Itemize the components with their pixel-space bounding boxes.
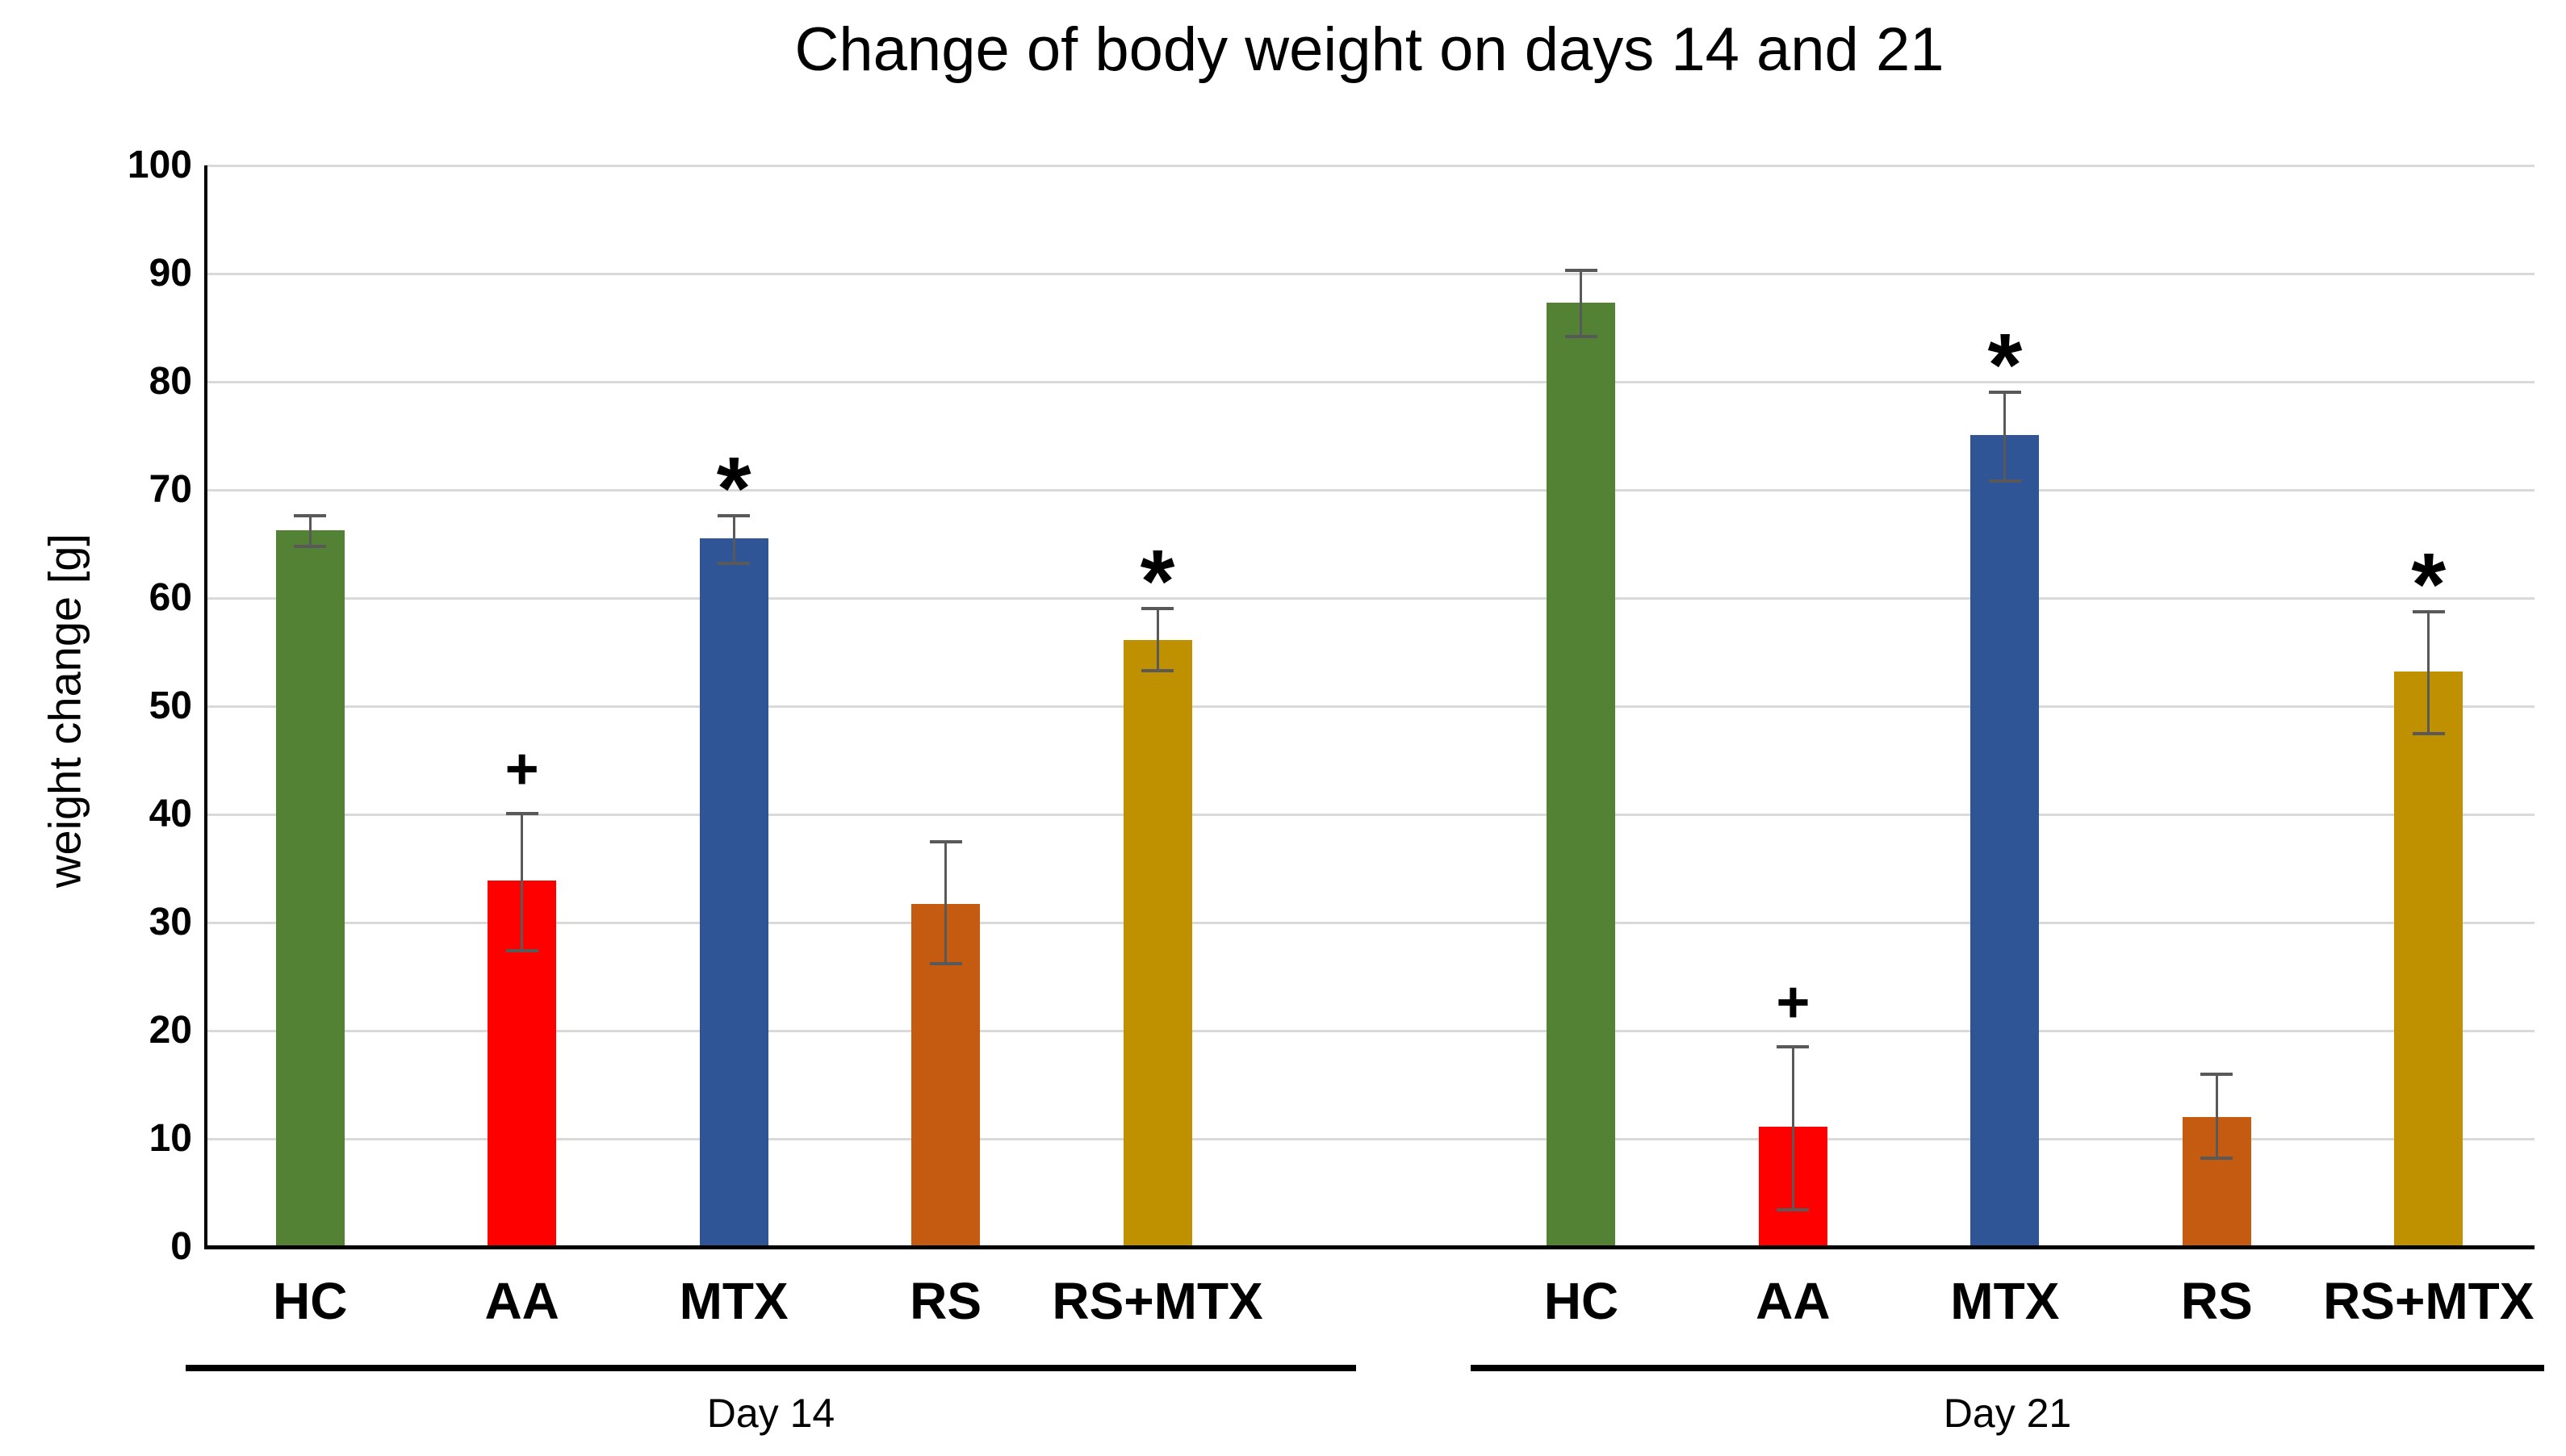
x-category-label-hc: HC [273, 1272, 348, 1330]
error-bar [308, 516, 312, 546]
error-bar-cap-top [1564, 268, 1597, 272]
error-bar-cap-top [2200, 1072, 2233, 1076]
significance-marker-star: * [1987, 316, 2023, 416]
error-bar-cap-bottom [2412, 731, 2445, 735]
error-bar [2003, 392, 2007, 482]
error-bar-cap-top [929, 839, 962, 843]
gridline-80 [204, 380, 2535, 383]
error-bar-cap-top [1141, 607, 1174, 611]
gridline-10 [204, 1137, 2535, 1140]
x-category-label-aa: AA [1756, 1272, 1831, 1330]
significance-marker-plus: + [1776, 970, 1810, 1036]
error-bar-cap-bottom [929, 961, 962, 965]
gridline-20 [204, 1029, 2535, 1032]
error-bar-cap-bottom [1141, 668, 1174, 672]
error-bar-cap-top [1988, 391, 2021, 395]
x-category-label-rs-mtx: RS+MTX [1052, 1272, 1263, 1330]
y-tick-label-90: 90 [149, 252, 192, 295]
bar-mtx-day-14 [699, 538, 768, 1247]
x-axis-line [204, 1245, 2535, 1249]
significance-marker-star: * [716, 439, 751, 539]
gridline-40 [204, 813, 2535, 816]
bar-rs-mtx-day-14 [1123, 640, 1192, 1247]
significance-marker-star: * [2411, 535, 2447, 635]
error-bar-cap-bottom [1777, 1208, 1810, 1212]
group-underline-day-21 [1471, 1365, 2544, 1371]
y-tick-label-40: 40 [149, 793, 192, 835]
error-bar [1156, 609, 1159, 671]
x-category-label-rs-mtx: RS+MTX [2323, 1272, 2535, 1330]
significance-marker-star: * [1140, 532, 1175, 632]
error-bar-cap-top [294, 514, 327, 518]
gridline-100 [204, 164, 2535, 167]
error-bar [732, 516, 735, 564]
error-bar [2215, 1073, 2218, 1159]
group-label-day-14: Day 14 [706, 1391, 835, 1436]
error-bar [1791, 1047, 1794, 1211]
x-category-label-mtx: MTX [1950, 1272, 2060, 1330]
error-bar [944, 841, 948, 964]
y-tick-label-60: 60 [149, 576, 192, 619]
chart-title: Change of body weight on days 14 and 21 [794, 15, 1944, 84]
error-bar [521, 813, 524, 951]
y-tick-label-80: 80 [149, 360, 192, 403]
group-label-day-21: Day 21 [1943, 1391, 2072, 1436]
error-bar [2427, 612, 2430, 734]
error-bar-cap-top [2412, 610, 2445, 614]
error-bar-cap-bottom [2200, 1157, 2233, 1161]
gridline-30 [204, 921, 2535, 924]
error-bar-cap-top [1777, 1045, 1810, 1049]
x-category-label-hc: HC [1543, 1272, 1619, 1330]
gridline-70 [204, 488, 2535, 492]
gridline-90 [204, 272, 2535, 275]
x-category-label-rs: RS [2180, 1272, 2253, 1330]
y-tick-label-10: 10 [149, 1117, 192, 1160]
error-bar-cap-top [505, 811, 538, 815]
significance-marker-plus: + [504, 736, 539, 801]
gridline-60 [204, 596, 2535, 600]
x-category-label-mtx: MTX [679, 1272, 789, 1330]
x-category-label-aa: AA [484, 1272, 559, 1330]
y-tick-label-30: 30 [149, 901, 192, 943]
error-bar-cap-top [718, 514, 751, 518]
bar-mtx-day-21 [1970, 434, 2040, 1247]
y-tick-label-100: 100 [127, 144, 192, 186]
bar-rs-mtx-day-21 [2394, 672, 2463, 1247]
error-bar-cap-bottom [1564, 334, 1597, 338]
error-bar-cap-bottom [294, 544, 327, 548]
bar-hc-day-14 [275, 529, 345, 1247]
y-tick-label-20: 20 [149, 1009, 192, 1052]
y-tick-label-70: 70 [149, 468, 192, 511]
y-axis-line [204, 165, 207, 1247]
error-bar-cap-bottom [505, 948, 538, 952]
group-underline-day-14 [186, 1365, 1356, 1371]
y-tick-label-50: 50 [149, 684, 192, 727]
error-bar-cap-bottom [1988, 479, 2021, 483]
error-bar [1580, 270, 1583, 337]
gridline-50 [204, 705, 2535, 708]
y-tick-label-0: 0 [170, 1225, 192, 1268]
x-category-label-rs: RS [910, 1272, 982, 1330]
bar-hc-day-21 [1547, 303, 1616, 1247]
error-bar-cap-bottom [718, 562, 751, 566]
